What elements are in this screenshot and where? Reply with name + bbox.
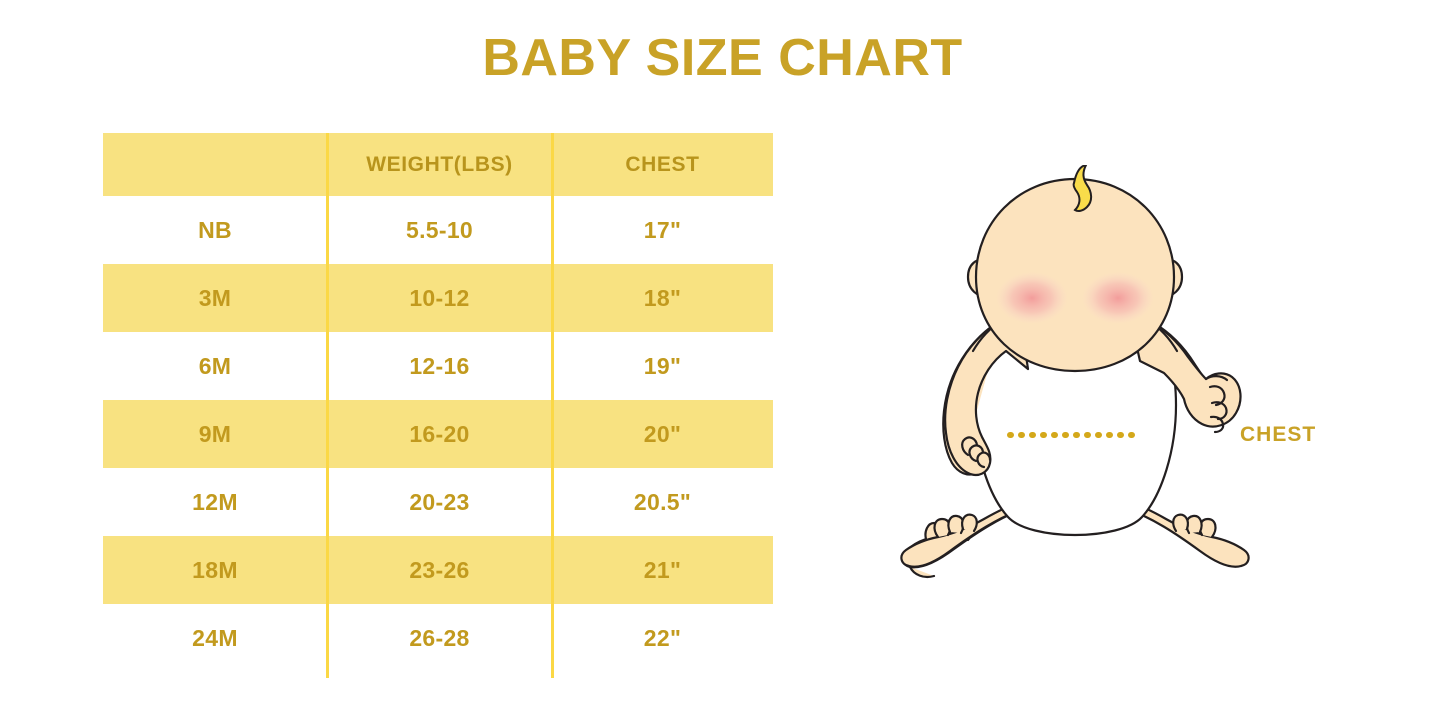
- cheek-right: [1082, 272, 1154, 324]
- size-table: WEIGHT(LBS) CHEST NB 5.5-10 17" 3M 10-12…: [103, 133, 773, 672]
- cell-age: 9M: [198, 420, 232, 447]
- cell-chest: 17": [643, 216, 682, 243]
- baby-illustration: [900, 165, 1250, 579]
- cell-age: 12M: [192, 488, 238, 515]
- column-header-size: [103, 133, 327, 196]
- page-title: BABY SIZE CHART: [482, 29, 963, 87]
- cell-chest: 19": [643, 352, 682, 379]
- column-header-chest: CHEST: [625, 152, 700, 176]
- column-header-weight: WEIGHT(LBS): [366, 152, 513, 176]
- cell-weight: 12-16: [409, 352, 470, 379]
- cell-chest: 21": [643, 556, 682, 583]
- table-row: 9M 16-20 20": [103, 400, 773, 468]
- cell-chest: 22": [643, 624, 682, 651]
- cell-weight: 20-23: [409, 488, 470, 515]
- column-divider-1: [326, 133, 329, 678]
- chest-measure-label: CHEST: [1240, 423, 1317, 446]
- cell-age: NB: [198, 216, 232, 243]
- table-row: 3M 10-12 18": [103, 264, 773, 332]
- cell-age: 18M: [192, 556, 238, 583]
- cell-weight: 26-28: [409, 624, 470, 651]
- table-row: 24M 26-28 22": [103, 604, 773, 672]
- cell-weight: 23-26: [409, 556, 470, 583]
- cell-chest: 20.5": [633, 488, 692, 515]
- cell-weight: 16-20: [409, 420, 470, 447]
- cell-weight: 5.5-10: [405, 216, 473, 243]
- table-row: 18M 23-26 21": [103, 536, 773, 604]
- cheek-left: [996, 272, 1068, 324]
- table-row: 12M 20-23 20.5": [103, 468, 773, 536]
- hair-curl-icon: [1072, 165, 1093, 212]
- cell-age: 6M: [198, 352, 232, 379]
- column-divider-2: [551, 133, 554, 678]
- cell-weight: 10-12: [409, 284, 470, 311]
- cell-age: 24M: [192, 624, 238, 651]
- cell-age: 3M: [198, 284, 232, 311]
- cell-chest: 20": [643, 420, 682, 447]
- table-row: 6M 12-16 19": [103, 332, 773, 400]
- cell-chest: 18": [643, 284, 682, 311]
- table-row: NB 5.5-10 17": [103, 196, 773, 264]
- table-header-row: WEIGHT(LBS) CHEST: [103, 133, 773, 196]
